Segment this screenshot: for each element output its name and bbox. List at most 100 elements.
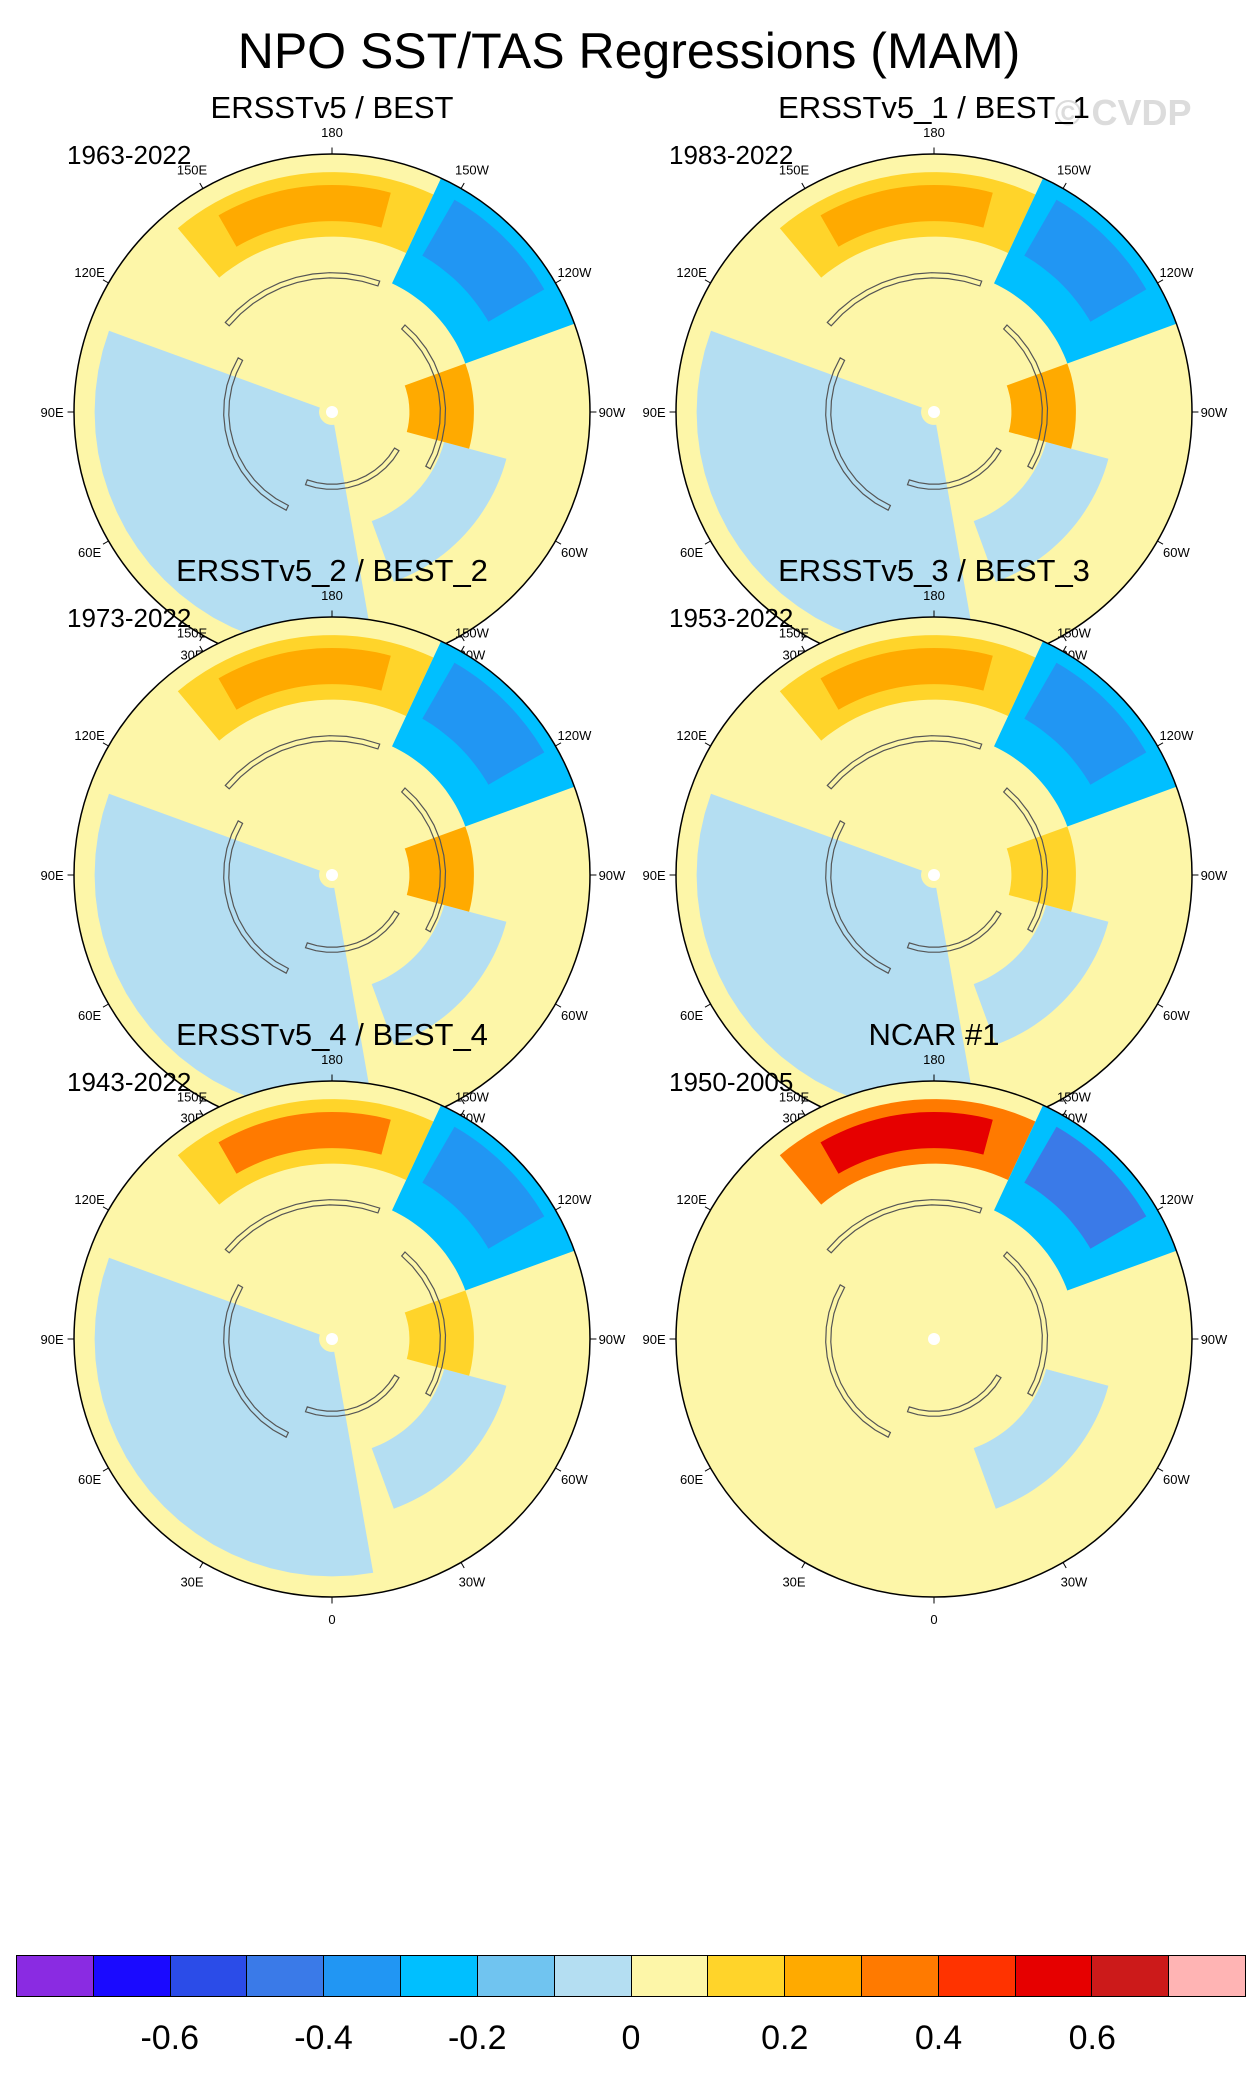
lon-tick (1157, 1003, 1164, 1008)
lon-tick (555, 1003, 562, 1008)
lon-label: 120E (74, 1192, 105, 1207)
lon-tick (1062, 635, 1067, 642)
colorbar-swatch (785, 1956, 862, 1996)
lon-tick (555, 540, 562, 545)
lon-label: 150W (455, 163, 490, 178)
lon-tick (555, 1467, 562, 1472)
lon-label: 90E (40, 1332, 63, 1347)
lon-label: 90W (599, 1332, 626, 1347)
map-field (74, 154, 590, 670)
lon-tick (1157, 279, 1164, 284)
lon-tick (555, 1206, 562, 1211)
colorbar-swatch (1015, 1956, 1093, 1996)
eurasia-region (94, 1257, 374, 1577)
lon-label: 120E (74, 728, 105, 743)
lon-label: 150W (455, 626, 490, 641)
coastline (304, 910, 400, 953)
lon-tick (199, 182, 204, 189)
map-field (676, 154, 1192, 670)
lon-label: 90E (40, 868, 63, 883)
lon-label: 180 (923, 125, 945, 140)
eurasia-region (696, 1257, 976, 1577)
coastline (1002, 787, 1049, 933)
pole-marker (928, 869, 940, 881)
pacific-cold-core (422, 1126, 545, 1249)
lon-tick (704, 1206, 711, 1211)
lon-label: 180 (321, 1052, 343, 1067)
lon-label: 150E (779, 163, 810, 178)
lon-tick (460, 645, 465, 652)
colorbar-swatch (554, 1956, 632, 1996)
lon-tick (1062, 1098, 1067, 1105)
colorbar: -0.6 -0.4 -0.2 0 0.2 0.4 0.6 (16, 1955, 1246, 2075)
eurasia-region (94, 793, 374, 1113)
lon-label: 90E (642, 1332, 665, 1347)
lon-tick (102, 540, 109, 545)
colorbar-tick-label: 0 (621, 2019, 641, 2057)
colorbar-tick-label: -0.6 (140, 2019, 200, 2057)
panel-title: ERSSTv5_4 / BEST_4 (176, 1017, 488, 1052)
lon-label: 30E (180, 1574, 203, 1589)
lon-tick (1157, 1206, 1164, 1211)
lon-tick (460, 1109, 465, 1116)
coastline (906, 910, 1002, 953)
atlantic-cool-region (371, 442, 507, 582)
coastline (304, 447, 400, 490)
lon-label: 150E (779, 1090, 810, 1105)
colorbar-swatch (247, 1956, 325, 1996)
lon-tick (1157, 742, 1164, 747)
lon-tick (704, 279, 711, 284)
lon-label: 60E (680, 545, 703, 560)
canada-warm-region (1006, 363, 1076, 449)
coastline (400, 787, 447, 933)
pacific-cold-core (422, 662, 545, 785)
lon-label: 120W (1159, 1192, 1194, 1207)
pole-marker (928, 1333, 940, 1345)
lon-label: 90W (599, 868, 626, 883)
lon-tick (704, 1467, 711, 1472)
lon-label: 150W (455, 1090, 490, 1105)
panel-title: ERSSTv5_3 / BEST_3 (778, 553, 1090, 588)
period-label: 1950-2005 (669, 1067, 794, 1097)
lon-tick (1062, 1109, 1067, 1116)
lon-label: 60E (680, 1008, 703, 1023)
lon-label: 60E (680, 1472, 703, 1487)
lon-label: 0 (328, 1612, 335, 1627)
coastline (826, 272, 983, 327)
pacific-warm-core (820, 648, 993, 710)
colorbar-swatch (1092, 1956, 1170, 1996)
map-field (74, 617, 590, 1133)
lon-label: 30E (782, 1574, 805, 1589)
period-label: 1983-2022 (669, 140, 794, 170)
map-panel: ERSSTv5_3 / BEST_3 1953-2022 180 150E 120E 90… (634, 553, 1234, 1173)
map-panel: ERSSTv5 / BEST 1963-2022 180 150E 120E 90E 60E… (32, 90, 632, 710)
pole-marker (326, 1333, 338, 1345)
lon-label: 120W (557, 265, 592, 280)
pole-marker (326, 869, 338, 881)
lon-label: 150W (1057, 163, 1092, 178)
atlantic-cool-region (973, 442, 1109, 582)
panel-title: ERSSTv5_1 / BEST_1 (778, 90, 1090, 125)
pacific-cold-core (1024, 199, 1147, 322)
period-label: 1963-2022 (67, 140, 192, 170)
coastline (1002, 1251, 1049, 1397)
cvdp-watermark: © CVDP (1055, 92, 1192, 133)
lon-tick (801, 1098, 806, 1105)
lon-label: 150W (1057, 1090, 1092, 1105)
lon-tick (460, 635, 465, 642)
lon-tick (460, 1098, 465, 1105)
lon-label: 120W (1159, 265, 1194, 280)
main-title: NPO SST/TAS Regressions (MAM) (237, 23, 1021, 79)
atlantic-cool-region (973, 1369, 1109, 1509)
pacific-cold-core (1024, 1126, 1147, 1249)
lon-tick (460, 182, 465, 189)
lon-label: 120E (676, 265, 707, 280)
map-panel: ERSSTv5_4 / BEST_4 1943-2022 180 150E 120E 90… (32, 1017, 632, 1637)
period-label: 1943-2022 (67, 1067, 192, 1097)
panel-title: ERSSTv5_2 / BEST_2 (176, 553, 488, 588)
lon-tick (1062, 1562, 1067, 1569)
coastline (825, 1283, 892, 1439)
